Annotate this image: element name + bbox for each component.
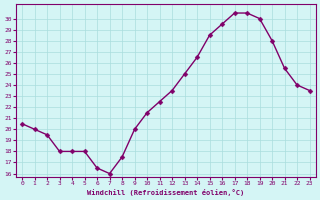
X-axis label: Windchill (Refroidissement éolien,°C): Windchill (Refroidissement éolien,°C) — [87, 189, 244, 196]
